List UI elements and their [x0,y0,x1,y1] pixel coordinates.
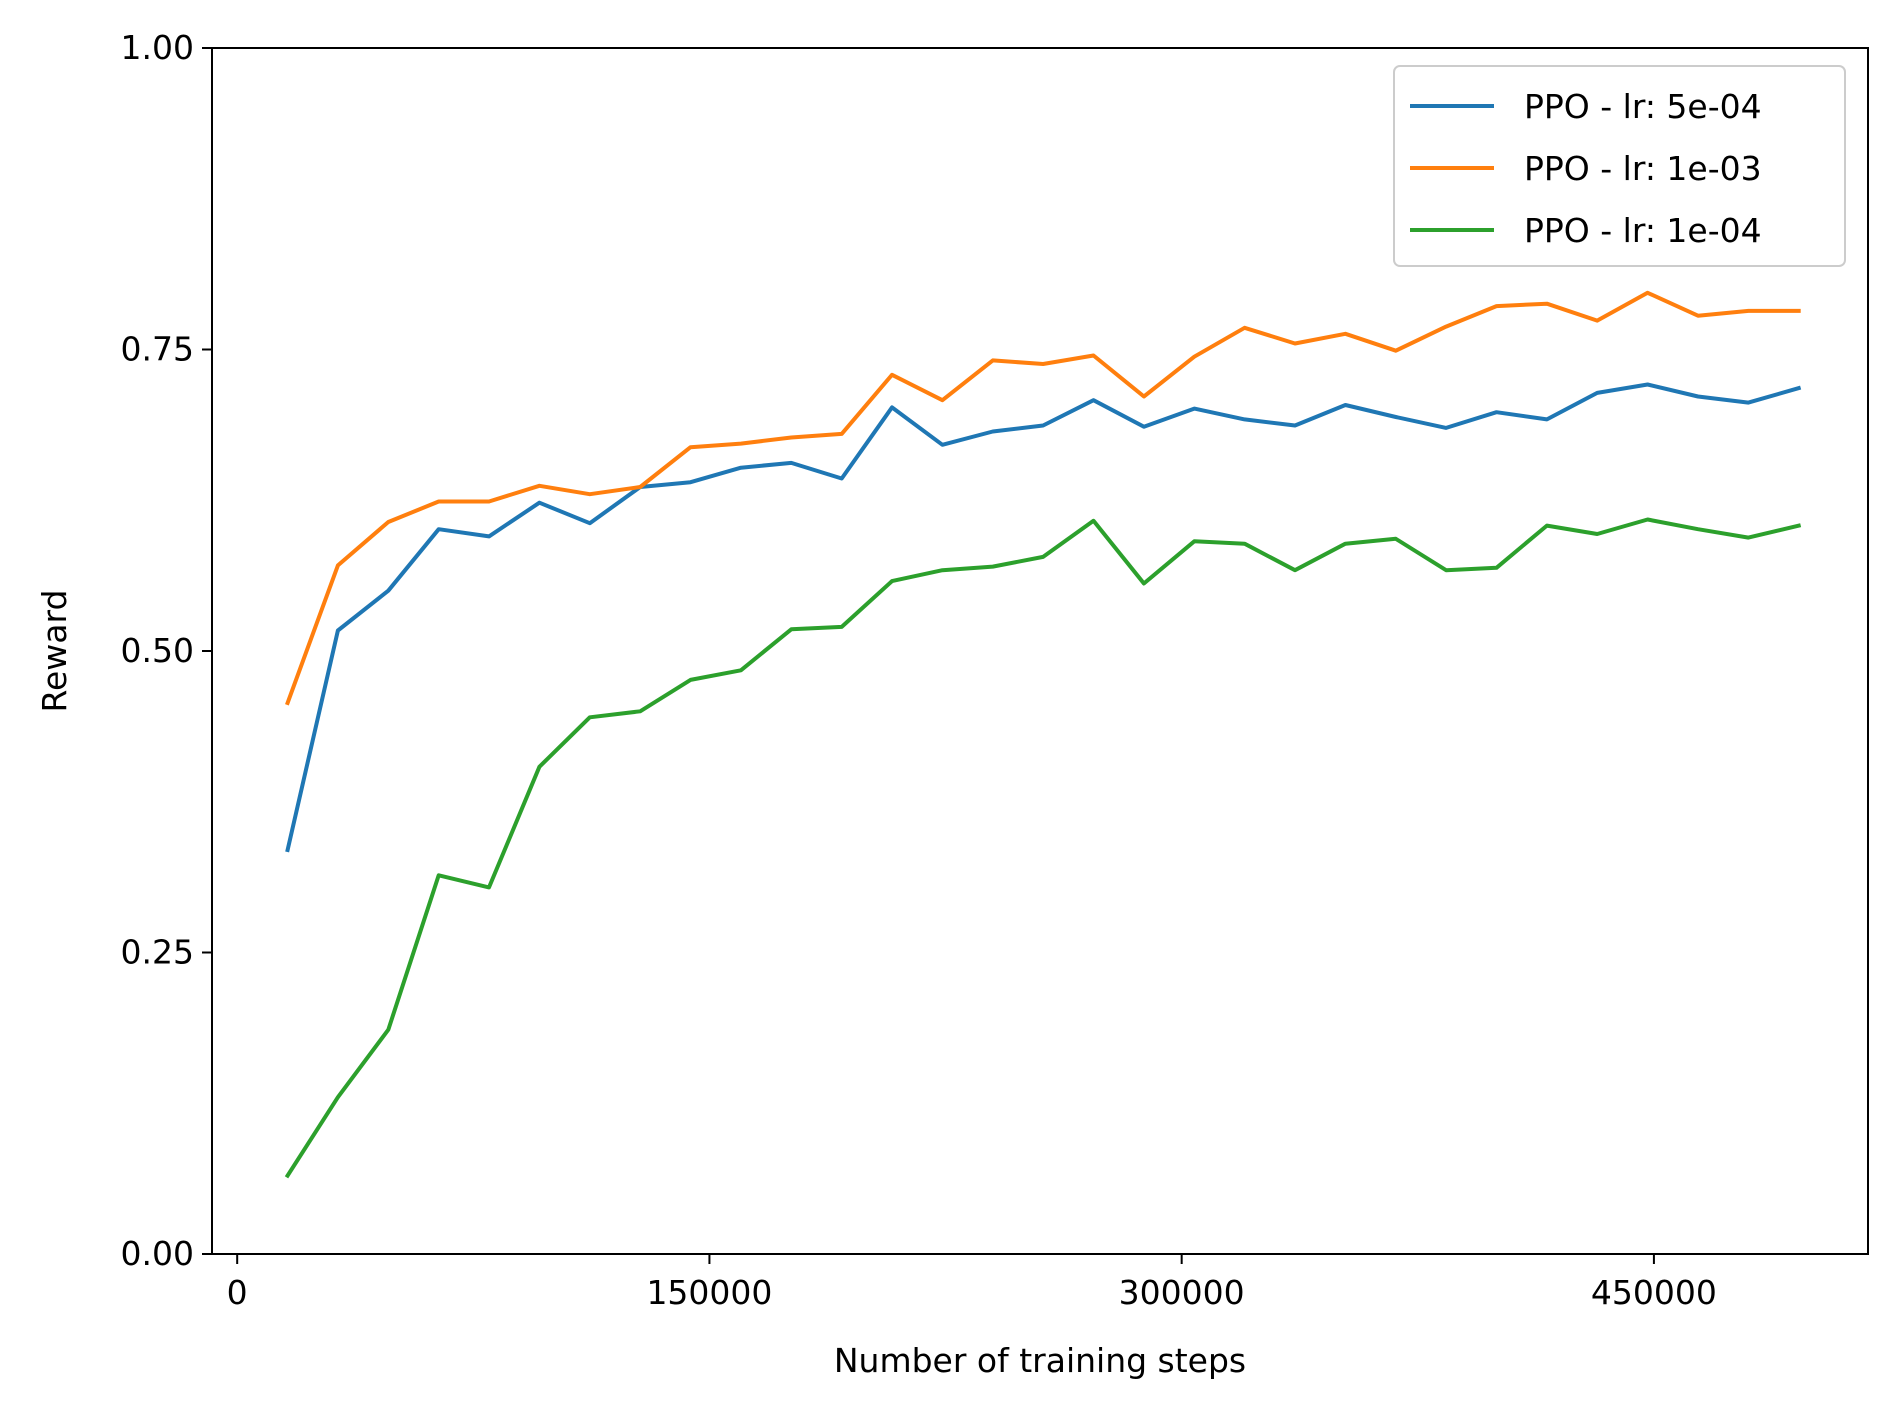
legend-box [1393,65,1846,267]
y-tick-label: 1.00 [121,28,194,67]
x-tick-label: 150000 [646,1273,772,1312]
series-line-3 [284,517,1802,1179]
x-tick-label: 0 [227,1273,248,1312]
legend-label: PPO - lr: 1e-04 [1524,211,1762,250]
series-line-2 [285,290,1801,706]
x-axis: 0 150000 300000 450000 [227,1254,1717,1312]
y-tick-label: 0.75 [121,330,194,369]
y-tick-label: 0.50 [121,631,194,670]
y-axis-label: Reward [35,590,74,713]
legend: PPO - lr: 5e-04 PPO - lr: 1e-03 PPO - lr: … [1393,65,1846,267]
x-axis-label: Number of training steps [834,1341,1246,1380]
legend-item: PPO - lr: 5e-04 [1410,87,1762,126]
legend-item: PPO - lr: 1e-03 [1410,149,1762,188]
legend-item: PPO - lr: 1e-04 [1410,211,1762,250]
series-line-1 [285,382,1802,853]
legend-label: PPO - lr: 5e-04 [1524,87,1762,126]
x-tick-label: 300000 [1119,1273,1245,1312]
y-axis: 0.00 0.25 0.50 0.75 1.00 [121,28,212,1273]
y-tick-label: 0.00 [121,1234,194,1273]
x-tick-label: 450000 [1591,1273,1717,1312]
legend-label: PPO - lr: 1e-03 [1524,149,1762,188]
y-tick-label: 0.25 [121,933,194,972]
plot-area [284,290,1802,1179]
